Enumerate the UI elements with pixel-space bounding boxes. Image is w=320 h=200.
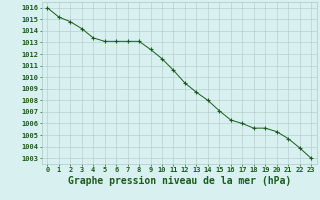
X-axis label: Graphe pression niveau de la mer (hPa): Graphe pression niveau de la mer (hPa) (68, 176, 291, 186)
